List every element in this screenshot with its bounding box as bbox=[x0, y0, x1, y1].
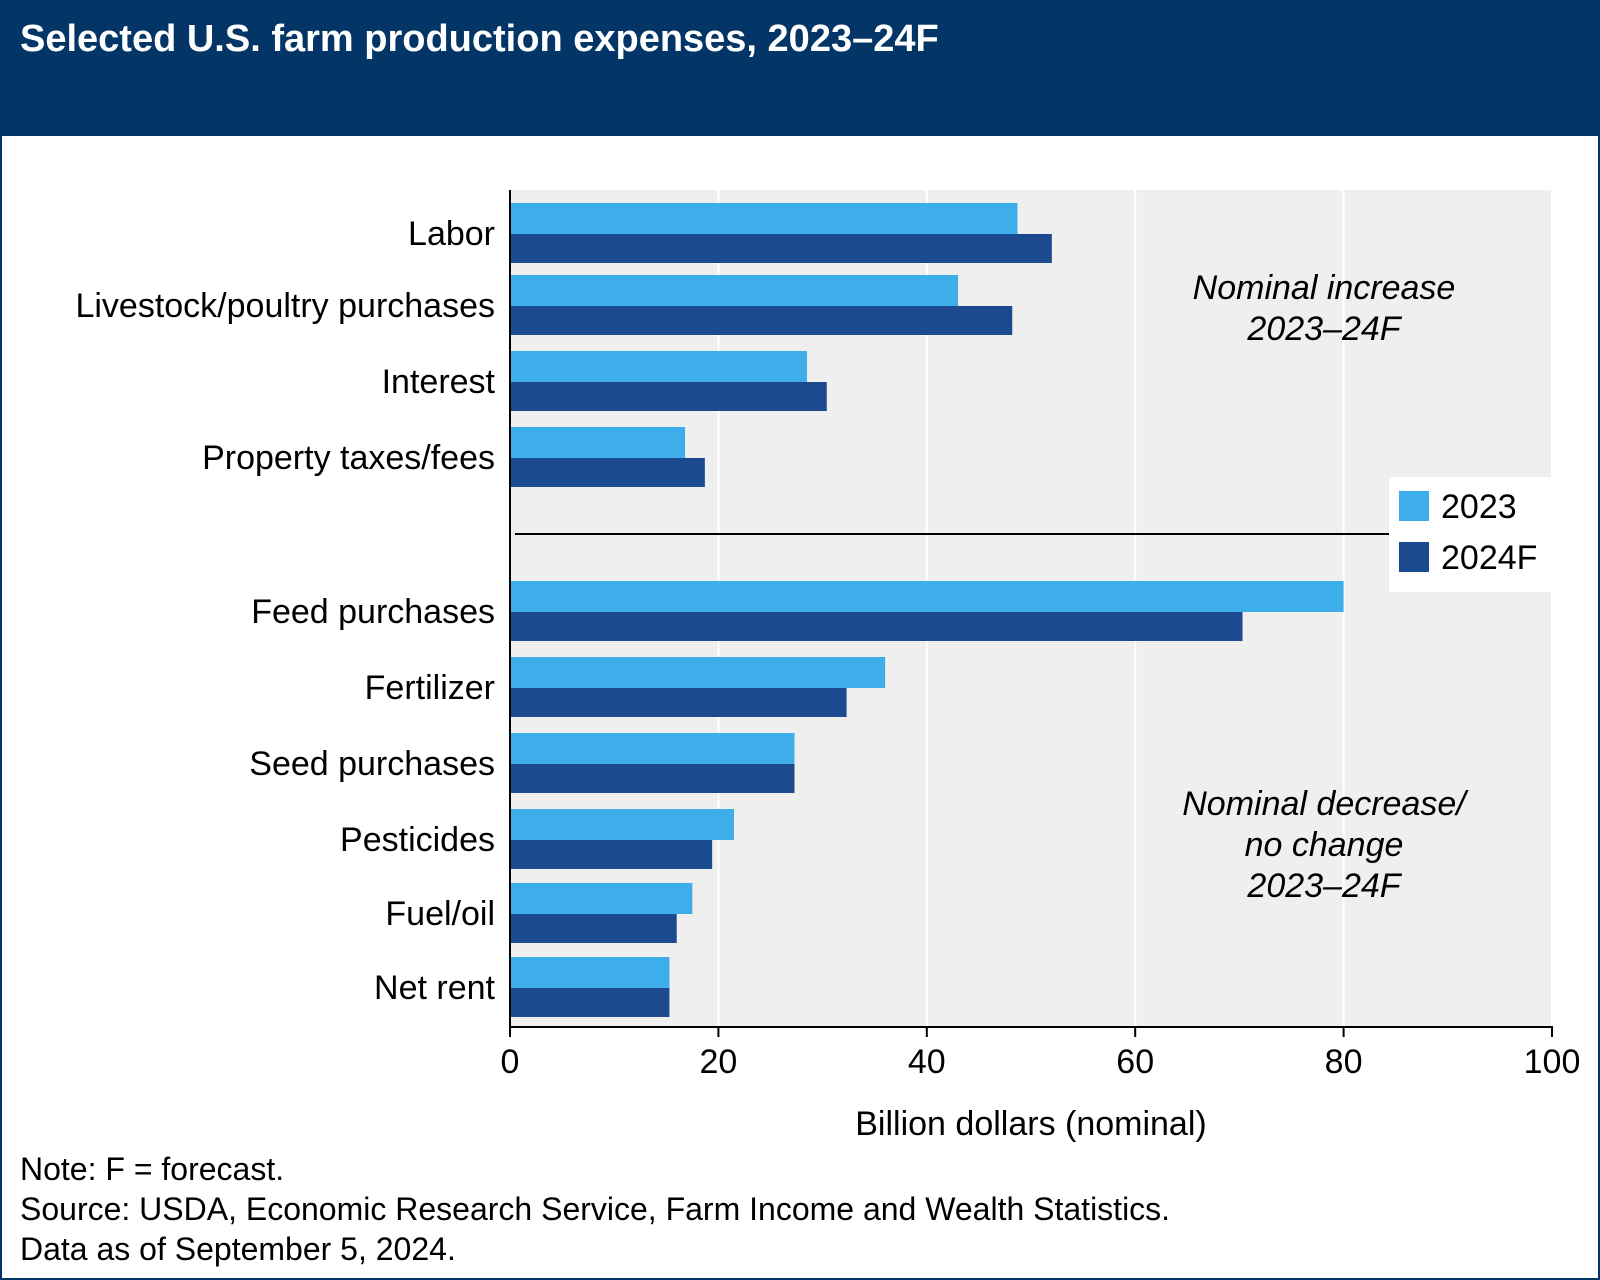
bar-2024f-8 bbox=[510, 914, 677, 943]
bar-2024f-2 bbox=[510, 382, 827, 411]
bar-chart: Labor Livestock/poultry purchases Interest… bbox=[75, 190, 1581, 1142]
bar-2024f-9 bbox=[510, 988, 670, 1017]
x-axis-label: Billion dollars (nominal) bbox=[855, 1105, 1206, 1142]
bar-2024f-1 bbox=[510, 306, 1013, 335]
category-label: Livestock/poultry purchases bbox=[75, 287, 495, 325]
legend-swatch-2024f bbox=[1399, 542, 1429, 572]
group-annotation-decrease: Nominal decrease/ bbox=[1182, 785, 1469, 823]
bar-2023-9 bbox=[510, 957, 670, 988]
source-text: Source: USDA, Economic Research Service,… bbox=[20, 1191, 1171, 1227]
legend-swatch-2023 bbox=[1399, 491, 1429, 521]
group-annotation-increase: Nominal increase bbox=[1193, 269, 1456, 307]
bar-2024f-3 bbox=[510, 458, 705, 487]
bar-2024f-5 bbox=[510, 688, 847, 717]
category-label: Labor bbox=[408, 215, 495, 253]
x-tick-label: 80 bbox=[1325, 1043, 1363, 1081]
legend-label: 2024F bbox=[1441, 539, 1537, 577]
bar-2023-3 bbox=[510, 427, 686, 458]
category-label: Seed purchases bbox=[249, 745, 495, 783]
bar-2024f-4 bbox=[510, 612, 1243, 641]
bar-2023-7 bbox=[510, 809, 735, 840]
bar-2023-1 bbox=[510, 275, 959, 306]
data-date-text: Data as of September 5, 2024. bbox=[20, 1231, 456, 1267]
bar-2023-2 bbox=[510, 351, 807, 382]
group-annotation-decrease: 2023–24F bbox=[1246, 867, 1402, 905]
bar-2024f-0 bbox=[510, 234, 1052, 263]
x-tick-label: 100 bbox=[1524, 1043, 1581, 1081]
group-annotation-decrease: no change bbox=[1245, 826, 1404, 864]
category-label: Fuel/oil bbox=[385, 895, 495, 933]
group-annotation-increase: 2023–24F bbox=[1246, 310, 1402, 348]
chart-title: Selected U.S. farm production expenses, … bbox=[20, 18, 939, 60]
legend-label: 2023 bbox=[1441, 488, 1517, 526]
bar-2023-6 bbox=[510, 733, 795, 764]
chart-notes: Note: F = forecast. Source: USDA, Econom… bbox=[20, 1149, 1170, 1269]
x-tick-label: 40 bbox=[908, 1043, 946, 1081]
note-text: Note: F = forecast. bbox=[20, 1151, 285, 1187]
bar-2023-0 bbox=[510, 203, 1018, 234]
x-tick-label: 0 bbox=[501, 1043, 520, 1081]
bar-2024f-6 bbox=[510, 764, 795, 793]
bar-2023-4 bbox=[510, 581, 1344, 612]
x-tick-label: 60 bbox=[1116, 1043, 1154, 1081]
bar-2023-8 bbox=[510, 883, 693, 914]
category-label: Feed purchases bbox=[251, 593, 495, 631]
title-banner: Selected U.S. farm production expenses, … bbox=[2, 2, 1598, 136]
x-tick-label: 20 bbox=[699, 1043, 737, 1081]
category-label: Property taxes/fees bbox=[202, 439, 495, 477]
bar-2023-5 bbox=[510, 657, 886, 688]
category-label: Fertilizer bbox=[365, 669, 495, 707]
bar-2024f-7 bbox=[510, 840, 713, 869]
category-label: Interest bbox=[382, 363, 496, 401]
category-label: Net rent bbox=[374, 969, 495, 1007]
category-label: Pesticides bbox=[340, 821, 495, 859]
